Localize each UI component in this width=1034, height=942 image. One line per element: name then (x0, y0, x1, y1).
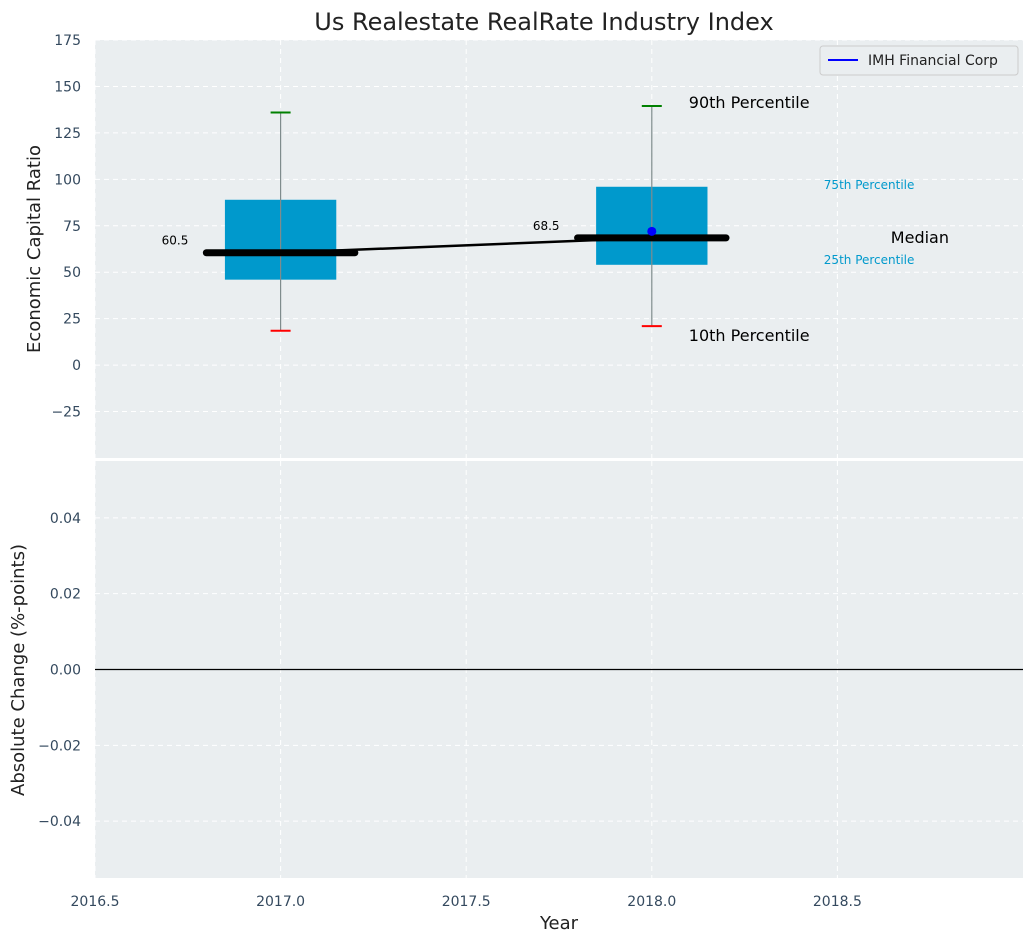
x-tick-label: 2018.0 (627, 894, 676, 910)
x-tick-label: 2017.5 (442, 894, 491, 910)
bottom-y-tick-label: 0.00 (50, 663, 81, 679)
x-tick-label: 2018.5 (813, 894, 862, 910)
bottom-y-tick-label: −0.04 (38, 814, 81, 830)
bottom-y-tick-label: −0.02 (38, 738, 81, 754)
median-value-label-0: 60.5 (162, 234, 189, 248)
x-tick-label: 2016.5 (71, 894, 120, 910)
top-y-tick-label: 50 (63, 265, 81, 281)
bottom-y-tick-label: 0.04 (50, 511, 81, 527)
top-y-tick-label: 125 (54, 126, 81, 142)
annotation-p10: 10th Percentile (689, 326, 810, 345)
company-point (647, 226, 657, 236)
chart-title: Us Realestate RealRate Industry Index (314, 8, 773, 36)
x-axis-label: Year (539, 913, 579, 934)
top-y-tick-label: 0 (72, 358, 81, 374)
median-trend-line (280, 236, 652, 254)
top-y-tick-label: 150 (54, 79, 81, 95)
annotation-median: Median (891, 228, 949, 247)
annotation-p75: 75th Percentile (824, 178, 915, 192)
top-y-tick-label: 25 (63, 312, 81, 328)
legend: IMH Financial Corp (819, 45, 1019, 76)
legend-label-company: IMH Financial Corp (868, 53, 998, 69)
top-y-tick-label: 75 (63, 219, 81, 235)
x-tick-label: 2017.0 (256, 894, 305, 910)
top-y-tick-label: 175 (54, 33, 81, 49)
bottom-y-axis-label: Absolute Change (%-points) (8, 544, 29, 796)
annotation-p90: 90th Percentile (689, 93, 810, 112)
median-value-label-1: 68.5 (533, 219, 560, 233)
annotation-p25: 25th Percentile (824, 253, 915, 267)
top-y-axis-label: Economic Capital Ratio (24, 145, 45, 353)
bottom-y-tick-label: 0.02 (50, 587, 81, 603)
top-y-tick-label: −25 (51, 405, 81, 421)
top-y-tick-label: 100 (54, 172, 81, 188)
